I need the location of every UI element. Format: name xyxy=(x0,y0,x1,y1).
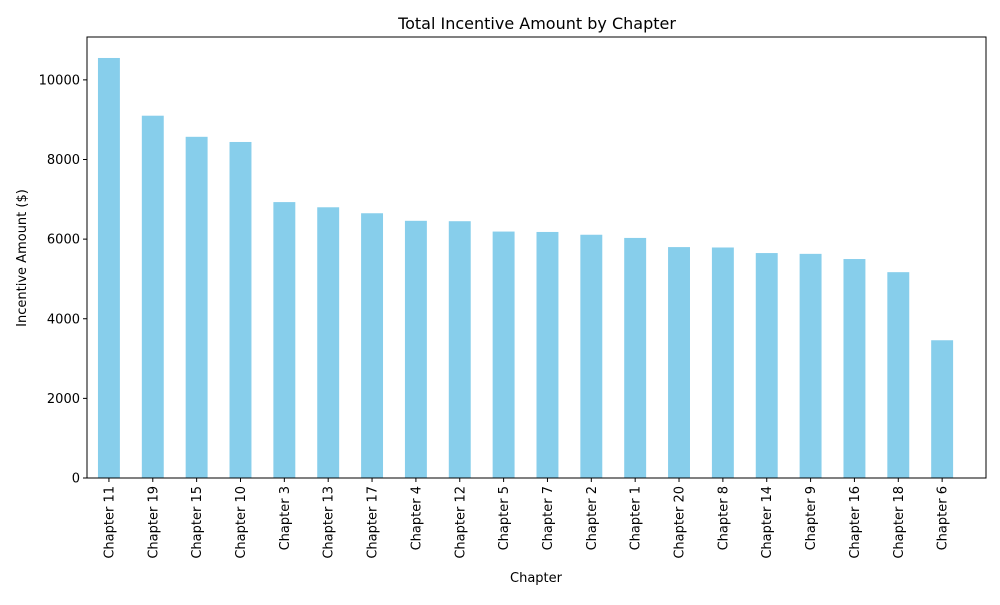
x-tick-label: Chapter 18 xyxy=(892,486,907,559)
chart-title: Total Incentive Amount by Chapter xyxy=(397,14,676,33)
x-tick-label: Chapter 9 xyxy=(804,486,819,550)
bar-chapter-17 xyxy=(361,213,384,478)
x-tick-label: Chapter 17 xyxy=(366,486,381,559)
x-tick-label: Chapter 3 xyxy=(278,486,293,550)
x-tick-label: Chapter 20 xyxy=(673,486,688,559)
x-tick-label: Chapter 16 xyxy=(848,486,863,559)
bar-chapter-18 xyxy=(887,272,910,478)
y-tick-label: 4000 xyxy=(47,312,80,327)
bar-chapter-1 xyxy=(624,237,647,478)
x-tick-label: Chapter 11 xyxy=(102,486,117,559)
bar-chapter-19 xyxy=(141,115,164,479)
bar-chapter-6 xyxy=(931,340,954,478)
bar-chapter-7 xyxy=(536,231,559,478)
bar-chapter-16 xyxy=(843,259,866,478)
bars-layer xyxy=(97,57,954,479)
y-tick-label: 0 xyxy=(72,472,80,487)
bar-chapter-4 xyxy=(404,220,427,478)
bar-chapter-9 xyxy=(799,253,822,478)
x-axis-ticks: Chapter 11 Chapter 19 Chapter 15 Chapter 10… xyxy=(102,478,951,559)
x-tick-label: Chapter 6 xyxy=(936,486,951,550)
x-tick-label: Chapter 13 xyxy=(322,486,337,559)
y-tick-label: 10000 xyxy=(39,73,80,88)
plot-frame xyxy=(86,36,987,479)
x-tick-label: Chapter 7 xyxy=(541,486,556,550)
x-tick-label: Chapter 8 xyxy=(716,486,731,550)
x-tick-label: Chapter 15 xyxy=(190,486,205,559)
y-tick-label: 6000 xyxy=(47,233,80,248)
bar-chapter-2 xyxy=(580,234,603,478)
bar-chapter-13 xyxy=(317,207,340,478)
x-tick-label: Chapter 5 xyxy=(497,486,512,550)
y-axis-label: Incentive Amount ($) xyxy=(15,189,30,327)
bar-chapter-20 xyxy=(668,247,690,478)
bar-chapter-10 xyxy=(229,141,252,479)
x-tick-label: Chapter 1 xyxy=(629,486,644,550)
bar-chapter-3 xyxy=(273,202,296,478)
x-tick-label: Chapter 4 xyxy=(409,486,424,550)
x-axis-label: Chapter xyxy=(510,571,563,586)
bar-chapter-12 xyxy=(448,221,471,478)
bar-chapter-11 xyxy=(97,57,120,478)
bar-chapter-15 xyxy=(185,136,208,478)
bar-chapter-8 xyxy=(711,247,734,478)
x-tick-label: Chapter 10 xyxy=(234,486,249,559)
y-axis-ticks: 0 2000 4000 6000 8000 10000 xyxy=(39,73,87,487)
x-tick-label: Chapter 19 xyxy=(146,486,161,559)
x-tick-label: Chapter 2 xyxy=(585,486,600,550)
x-tick-label: Chapter 12 xyxy=(453,486,468,559)
bar-chapter-14 xyxy=(755,253,778,478)
bar-chapter-5 xyxy=(492,231,515,478)
y-tick-label: 2000 xyxy=(47,392,80,407)
y-tick-label: 8000 xyxy=(47,153,80,168)
x-tick-label: Chapter 14 xyxy=(760,486,775,559)
